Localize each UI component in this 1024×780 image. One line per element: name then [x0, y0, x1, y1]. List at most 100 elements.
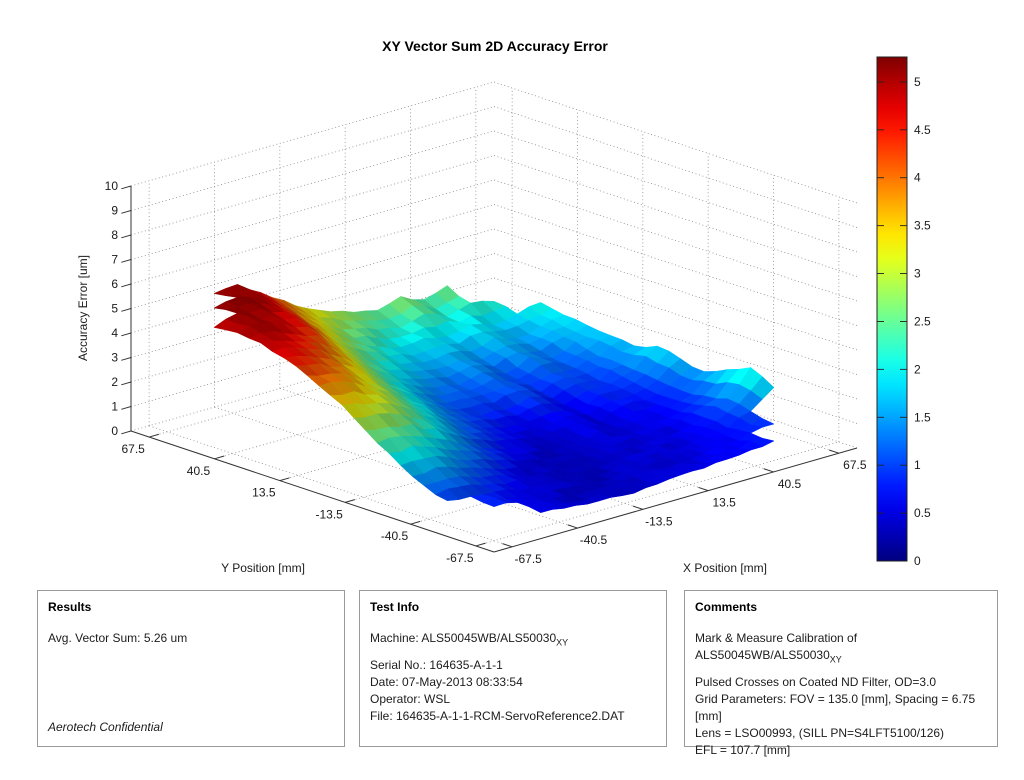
y-tick-label: -67.5 [446, 551, 474, 565]
colorbar-tick-label: 1 [914, 458, 921, 472]
z-tick-label: 5 [111, 302, 118, 316]
axis-line [149, 433, 159, 438]
grid-line [493, 130, 858, 253]
info-line: Operator: WSL [370, 692, 451, 707]
surface-face [482, 497, 506, 507]
grid-line [493, 228, 858, 351]
axis-line [502, 543, 513, 548]
results-panel: Results Avg. Vector Sum: 5.26 um Aerotec… [37, 590, 345, 747]
axis-line [698, 486, 709, 492]
y-tick-label: 13.5 [252, 486, 276, 500]
colorbar-tick-label: 0 [914, 554, 921, 568]
test-info-lines: Serial No.: 164635-A-1-1 Date: 07-May-201… [370, 657, 656, 725]
x-tick-label: -40.5 [580, 533, 608, 547]
axis-line [567, 524, 578, 529]
x-tick-label: 67.5 [843, 458, 867, 472]
confidential-note: Aerotech Confidential [48, 720, 163, 734]
colorbar-tick-label: 4.5 [914, 123, 931, 137]
grid-line [130, 106, 495, 211]
info-line: Grid Parameters: FOV = 135.0 [mm], Spaci… [695, 692, 976, 724]
test-info-header: Test Info [370, 600, 420, 614]
colorbar-gradient [876, 56, 908, 562]
info-line: Date: 07-May-2013 08:33:54 [370, 675, 523, 690]
colorbar: 0 0.5 1 1.5 2 2.5 3 3.5 4 4.5 5 [876, 56, 931, 568]
grid-line [493, 155, 858, 277]
axis-line [121, 357, 132, 361]
grid-line [130, 179, 495, 285]
z-tick-label: 6 [111, 277, 118, 291]
grid-line [493, 253, 858, 375]
surface-face [528, 505, 553, 513]
colorbar-tick-label: 2.5 [914, 314, 931, 328]
axis-line [121, 406, 132, 410]
axis-line [475, 542, 486, 547]
colorbar-tick-label: 2 [914, 362, 921, 376]
results-header: Results [48, 600, 92, 614]
grid-line [493, 277, 858, 400]
axis-line [345, 499, 356, 503]
z-tick-label: 7 [111, 253, 118, 267]
surface-mesh [213, 284, 775, 513]
colorbar-tick-label: 0.5 [914, 506, 931, 520]
info-line: Pulsed Crosses on Coated ND Filter, OD=3… [695, 675, 937, 690]
axis-line [121, 259, 132, 263]
y-tick-label: -13.5 [315, 507, 343, 521]
grid-line [149, 425, 513, 548]
axis-line [214, 455, 225, 460]
axis-line [763, 468, 774, 473]
x-tick-label: 13.5 [712, 496, 736, 510]
grid-line [493, 106, 858, 228]
axis-line [828, 449, 840, 454]
z-tick-label: 2 [111, 375, 118, 389]
grid-line [130, 81, 495, 187]
comments-lines: Pulsed Crosses on Coated ND Filter, OD=3… [695, 674, 987, 759]
info-line: Lens = LSO00993, (SILL PN=S4LFT5100/126) [695, 726, 945, 741]
surface-face [435, 488, 460, 501]
grid-line [130, 155, 495, 260]
avg-vector-sum: Avg. Vector Sum: 5.26 um [48, 631, 188, 645]
colorbar-tick-label: 3.5 [914, 219, 931, 233]
axis-line [121, 185, 132, 190]
axes-and-ticks: 0 1 2 3 4 5 6 7 8 9 10 -67.5 -40.5 -13.5 13.5 40.5 67.5 -… [76, 179, 867, 575]
colorbar-tick-label: 5 [914, 75, 921, 89]
y-tick-label: 67.5 [121, 442, 145, 456]
axis-line [121, 430, 132, 435]
z-tick-label: 1 [111, 400, 118, 414]
z-tick-label: 9 [111, 204, 118, 218]
y-tick-label: -40.5 [381, 529, 409, 543]
grid-line [493, 81, 858, 204]
z-tick-label: 8 [111, 228, 118, 242]
axis-line [279, 477, 290, 482]
z-tick-label: 3 [111, 351, 118, 365]
x-tick-label: -67.5 [514, 552, 542, 566]
z-tick-label: 10 [105, 179, 119, 193]
axis-line [121, 234, 132, 239]
colorbar-tick-label: 4 [914, 171, 921, 185]
axis-line [130, 430, 495, 553]
z-axis-label: Accuracy Error [um] [76, 255, 90, 361]
info-line: EFL = 107.7 [mm] [695, 743, 791, 758]
x-axis-label: X Position [mm] [683, 561, 767, 575]
grid-line [214, 406, 578, 529]
colorbar-tick-label: 3 [914, 267, 921, 281]
info-line: File: 164635-A-1-1-RCM-ServoReference2.D… [370, 709, 625, 724]
z-tick-label: 4 [111, 326, 118, 340]
x-tick-label: 40.5 [778, 477, 802, 491]
x-tick-label: -13.5 [645, 514, 673, 528]
axis-line [121, 308, 132, 312]
axis-line [121, 210, 132, 214]
comments-panel: Comments Mark & Measure Calibration of A… [684, 590, 998, 757]
machine-line: Machine: ALS50045WB/ALS50030XY [370, 631, 569, 648]
axis-line [121, 283, 132, 288]
z-tick-label: 0 [111, 424, 118, 438]
axis-line [493, 447, 858, 553]
axis-line [632, 505, 643, 510]
info-line: Serial No.: 164635-A-1-1 [370, 658, 503, 673]
comments-header: Comments [695, 600, 758, 614]
y-axis-label: Y Position [mm] [221, 561, 305, 575]
grid-line [493, 179, 858, 302]
grid-line [493, 204, 858, 326]
axis-line [121, 332, 132, 337]
